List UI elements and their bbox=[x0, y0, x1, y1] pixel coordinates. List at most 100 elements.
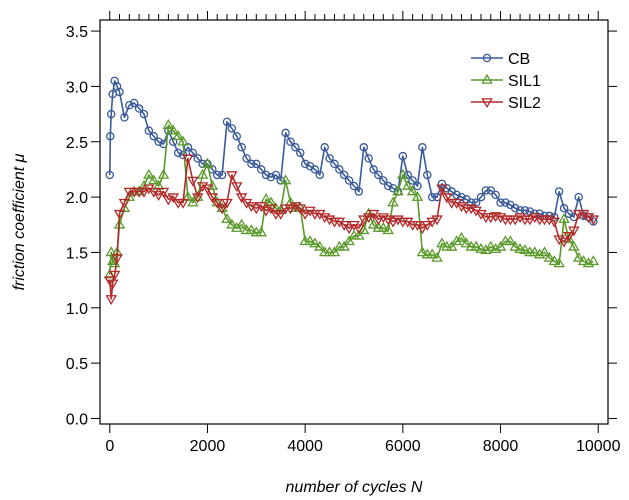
data-point-sil2 bbox=[416, 224, 429, 235]
data-point-cb bbox=[154, 137, 163, 147]
y-tick-label: 3.0 bbox=[66, 79, 88, 96]
data-point-cb bbox=[193, 154, 202, 163]
data-point-cb bbox=[149, 131, 158, 141]
data-point-cb bbox=[335, 165, 344, 174]
data-point-sil1 bbox=[235, 218, 248, 229]
data-point-sil1 bbox=[338, 240, 350, 251]
data-point-sil1 bbox=[265, 196, 277, 207]
y-axis-title: friction coefficient μ bbox=[11, 153, 28, 290]
data-point-sil1 bbox=[201, 157, 214, 168]
data-point-sil1 bbox=[187, 196, 199, 207]
data-point-sil2 bbox=[211, 198, 223, 209]
data-point-sil1 bbox=[196, 168, 209, 179]
data-point-sil2 bbox=[377, 213, 390, 224]
data-point-cb bbox=[227, 124, 237, 133]
data-point-sil2 bbox=[563, 232, 575, 242]
data-point-sil2 bbox=[245, 202, 258, 213]
data-point-sil1 bbox=[582, 257, 595, 268]
legend-item-cb: CB bbox=[471, 51, 530, 68]
data-point-sil2 bbox=[548, 217, 561, 228]
data-point-sil2 bbox=[177, 198, 189, 209]
data-point-sil2 bbox=[338, 220, 350, 231]
data-point-cb bbox=[525, 207, 535, 216]
data-point-sil2 bbox=[182, 154, 194, 165]
data-point-sil2 bbox=[333, 217, 346, 228]
data-point-cb bbox=[364, 154, 373, 163]
data-point-sil2 bbox=[323, 215, 336, 226]
data-point-cb bbox=[106, 109, 116, 119]
data-point-cb bbox=[261, 170, 271, 180]
data-point-cb bbox=[212, 170, 222, 180]
data-point-cb bbox=[354, 187, 364, 196]
data-point-sil1 bbox=[143, 168, 155, 179]
data-point-cb bbox=[173, 148, 183, 158]
y-tick-label: 2.0 bbox=[66, 190, 88, 207]
data-point-cb bbox=[310, 165, 320, 174]
data-point-sil1 bbox=[460, 237, 473, 248]
data-point-sil1 bbox=[279, 174, 292, 185]
data-point-sil1 bbox=[343, 235, 355, 246]
data-point-sil2 bbox=[260, 206, 272, 217]
data-point-cb bbox=[125, 100, 134, 110]
data-point-cb bbox=[105, 170, 115, 180]
data-point-sil1 bbox=[191, 190, 204, 201]
data-point-sil2 bbox=[299, 209, 311, 220]
data-point-sil2 bbox=[343, 224, 355, 235]
data-point-cb bbox=[359, 143, 369, 152]
data-point-sil2 bbox=[304, 206, 316, 217]
data-point-sil2 bbox=[514, 213, 526, 224]
data-point-sil1 bbox=[231, 221, 243, 232]
data-point-sil2 bbox=[216, 204, 228, 215]
data-point-sil2 bbox=[231, 182, 243, 193]
data-point-sil2 bbox=[353, 224, 365, 235]
data-point-cb bbox=[413, 181, 422, 191]
data-point-cb bbox=[300, 159, 310, 169]
data-point-cb bbox=[169, 137, 178, 147]
data-point-sil2 bbox=[528, 213, 541, 224]
data-point-cb bbox=[379, 176, 388, 185]
y-tick-label: 2.5 bbox=[66, 135, 88, 152]
data-point-cb bbox=[398, 151, 408, 161]
data-point-sil2 bbox=[152, 191, 165, 202]
data-point-sil1 bbox=[509, 240, 521, 251]
data-point-cb bbox=[501, 198, 510, 207]
data-point-cb bbox=[344, 176, 354, 185]
data-point-cb bbox=[291, 143, 300, 152]
data-point-cb bbox=[247, 159, 256, 169]
data-point-sil1 bbox=[397, 168, 409, 179]
data-point-sil2 bbox=[426, 217, 438, 228]
data-point-sil1 bbox=[377, 221, 390, 232]
data-point-sil2 bbox=[162, 195, 175, 206]
data-point-cb bbox=[496, 198, 505, 207]
data-point-sil2 bbox=[250, 204, 263, 215]
data-point-cb bbox=[232, 131, 242, 141]
x-tick-label: 6000 bbox=[385, 438, 421, 455]
data-point-cb bbox=[222, 117, 232, 127]
data-point-sil2 bbox=[509, 215, 521, 226]
data-point-sil1 bbox=[470, 240, 482, 251]
series-layer bbox=[104, 76, 600, 306]
data-point-sil1 bbox=[411, 190, 424, 201]
data-point-cb bbox=[183, 143, 193, 152]
legend-marker-sil1 bbox=[481, 73, 493, 84]
data-point-cb bbox=[242, 154, 251, 163]
data-point-sil2 bbox=[401, 217, 414, 228]
data-point-sil2 bbox=[436, 184, 448, 195]
data-point-sil1 bbox=[255, 226, 267, 237]
data-point-cb bbox=[296, 148, 305, 158]
data-point-cb bbox=[476, 192, 486, 202]
data-point-cb bbox=[252, 159, 261, 169]
data-point-sil1 bbox=[548, 255, 561, 266]
data-point-sil1 bbox=[416, 246, 429, 257]
x-tick-label: 2000 bbox=[190, 438, 226, 455]
data-point-sil1 bbox=[577, 255, 590, 266]
data-point-cb bbox=[330, 159, 339, 169]
data-point-sil1 bbox=[494, 240, 507, 251]
data-point-cb bbox=[320, 143, 329, 152]
data-point-sil2 bbox=[431, 215, 443, 226]
x-axis-title: number of cycles N bbox=[286, 479, 423, 496]
data-point-sil1 bbox=[528, 246, 541, 257]
data-point-sil1 bbox=[519, 244, 531, 255]
data-point-cb bbox=[129, 98, 139, 108]
